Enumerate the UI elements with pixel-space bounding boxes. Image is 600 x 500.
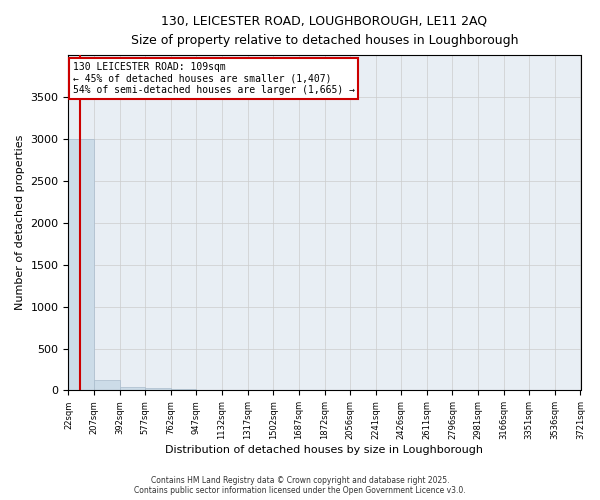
- Bar: [145, 388, 171, 390]
- Bar: [94, 380, 119, 390]
- Bar: [68, 138, 94, 390]
- Bar: [171, 389, 196, 390]
- Title: 130, LEICESTER ROAD, LOUGHBOROUGH, LE11 2AQ
Size of property relative to detache: 130, LEICESTER ROAD, LOUGHBOROUGH, LE11 …: [131, 15, 518, 47]
- X-axis label: Distribution of detached houses by size in Loughborough: Distribution of detached houses by size …: [166, 445, 484, 455]
- Bar: [119, 386, 145, 390]
- Y-axis label: Number of detached properties: Number of detached properties: [15, 135, 25, 310]
- Text: Contains HM Land Registry data © Crown copyright and database right 2025.
Contai: Contains HM Land Registry data © Crown c…: [134, 476, 466, 495]
- Text: 130 LEICESTER ROAD: 109sqm
← 45% of detached houses are smaller (1,407)
54% of s: 130 LEICESTER ROAD: 109sqm ← 45% of deta…: [73, 62, 355, 95]
